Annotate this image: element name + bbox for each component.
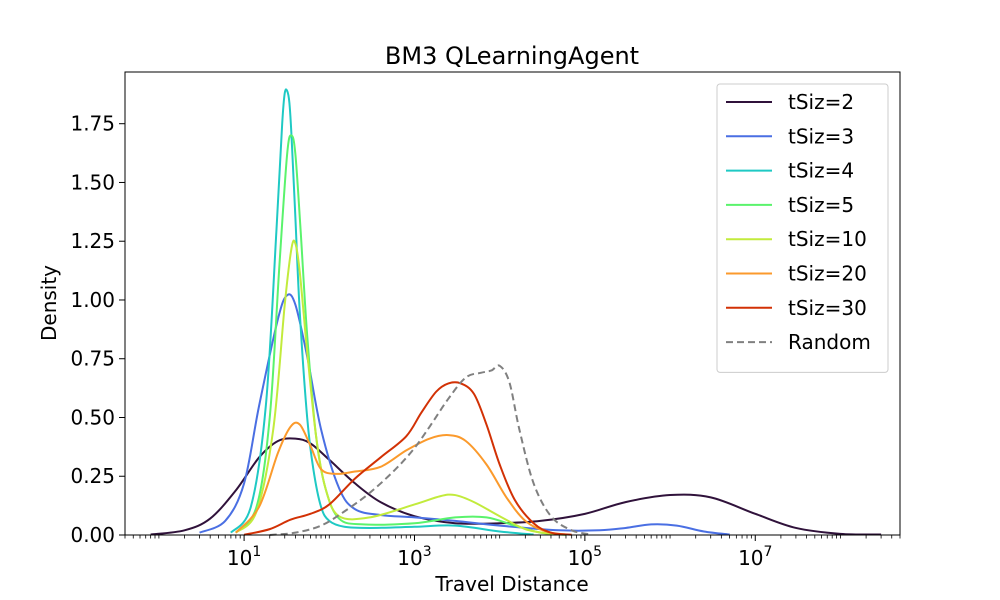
x-tick-label: 101 [227, 544, 261, 570]
y-tick-label: 1.50 [70, 170, 115, 194]
series-layer [150, 88, 882, 536]
series-line-7 [243, 381, 572, 536]
legend-label: tSiz=2 [788, 90, 854, 114]
y-tick-label: 0.00 [70, 523, 115, 547]
legend-label: tSiz=10 [788, 227, 867, 251]
x-tick-label: 103 [397, 544, 431, 570]
chart-title: BM3 QLearningAgent [385, 42, 639, 70]
series-line-1 [150, 437, 882, 536]
legend-label: Random [788, 330, 871, 354]
legend-label: tSiz=4 [788, 159, 854, 183]
axes-layer: 0.00 0.25 0.50 0.75 1.00 1.25 1.50 1.75 101 103 10… [70, 71, 901, 570]
plot-frame [124, 71, 901, 536]
series-line-2 [199, 293, 730, 536]
legend: tSiz=2 tSiz=3 tSiz=4 tSiz=5 tSiz=10 tSiz=20 tS… [716, 83, 889, 373]
x-tick-label: 107 [738, 544, 772, 570]
y-tick-label: 1.00 [70, 288, 115, 312]
y-tick-label: 0.25 [70, 464, 115, 488]
series-line-8 [269, 364, 592, 536]
series-line-6 [235, 421, 567, 536]
y-tick-label: 0.50 [70, 405, 115, 429]
x-tick-label: 105 [568, 544, 602, 570]
legend-label: tSiz=3 [788, 124, 854, 148]
legend-label: tSiz=30 [788, 296, 867, 320]
y-tick-label: 1.25 [70, 229, 115, 253]
series-line-5 [235, 239, 567, 536]
legend-label: tSiz=5 [788, 193, 854, 217]
legend-box [716, 83, 889, 373]
legend-label: tSiz=20 [788, 262, 867, 286]
series-line-3 [230, 88, 534, 536]
x-axis-label: Travel Distance [434, 572, 588, 596]
y-tick-label: 0.75 [70, 347, 115, 371]
y-tick-label: 1.75 [70, 112, 115, 136]
y-axis-label: Density [37, 265, 61, 341]
